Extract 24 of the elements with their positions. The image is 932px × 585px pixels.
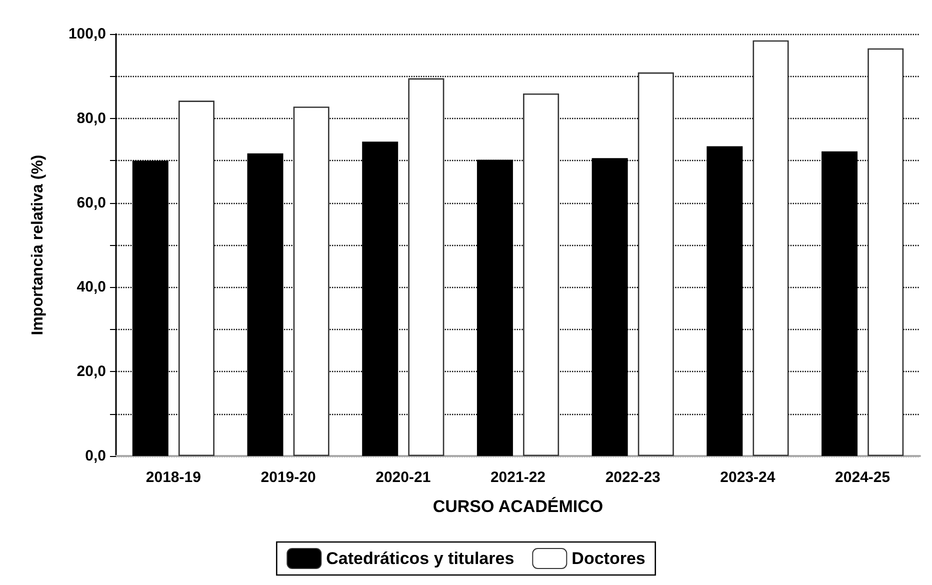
x-tick-label: 2020-21 — [376, 469, 431, 486]
y-tick-label: 0,0 — [85, 448, 106, 464]
x-tick-label: 2019-20 — [260, 469, 316, 486]
bar — [868, 48, 904, 456]
x-tick-label: 2024-25 — [835, 469, 890, 486]
y-tick-label: 60,0 — [76, 194, 106, 212]
y-tick-label: 20,0 — [76, 363, 106, 380]
bar — [178, 100, 214, 456]
legend-label: Doctores — [572, 549, 646, 568]
y-axis-title: Importancia relativa (%) — [30, 154, 46, 336]
x-tick-label: 2018-19 — [146, 469, 201, 486]
x-axis-title: CURSO ACADÉMICO — [432, 496, 604, 516]
bar — [523, 94, 560, 456]
bar — [638, 72, 674, 456]
y-tick-label: 40,0 — [76, 278, 106, 296]
x-tick-label: 2022-23 — [605, 469, 660, 486]
x-tick-label: 2023-24 — [720, 469, 776, 486]
bar — [752, 40, 789, 456]
legend-label: Catedráticos y titulares — [326, 549, 514, 568]
bar — [408, 78, 444, 456]
y-tick-label: 100,0 — [68, 26, 106, 42]
y-tick-label: 80,0 — [76, 110, 106, 127]
x-tick-label: 2021-22 — [490, 469, 546, 486]
bar — [293, 106, 330, 456]
